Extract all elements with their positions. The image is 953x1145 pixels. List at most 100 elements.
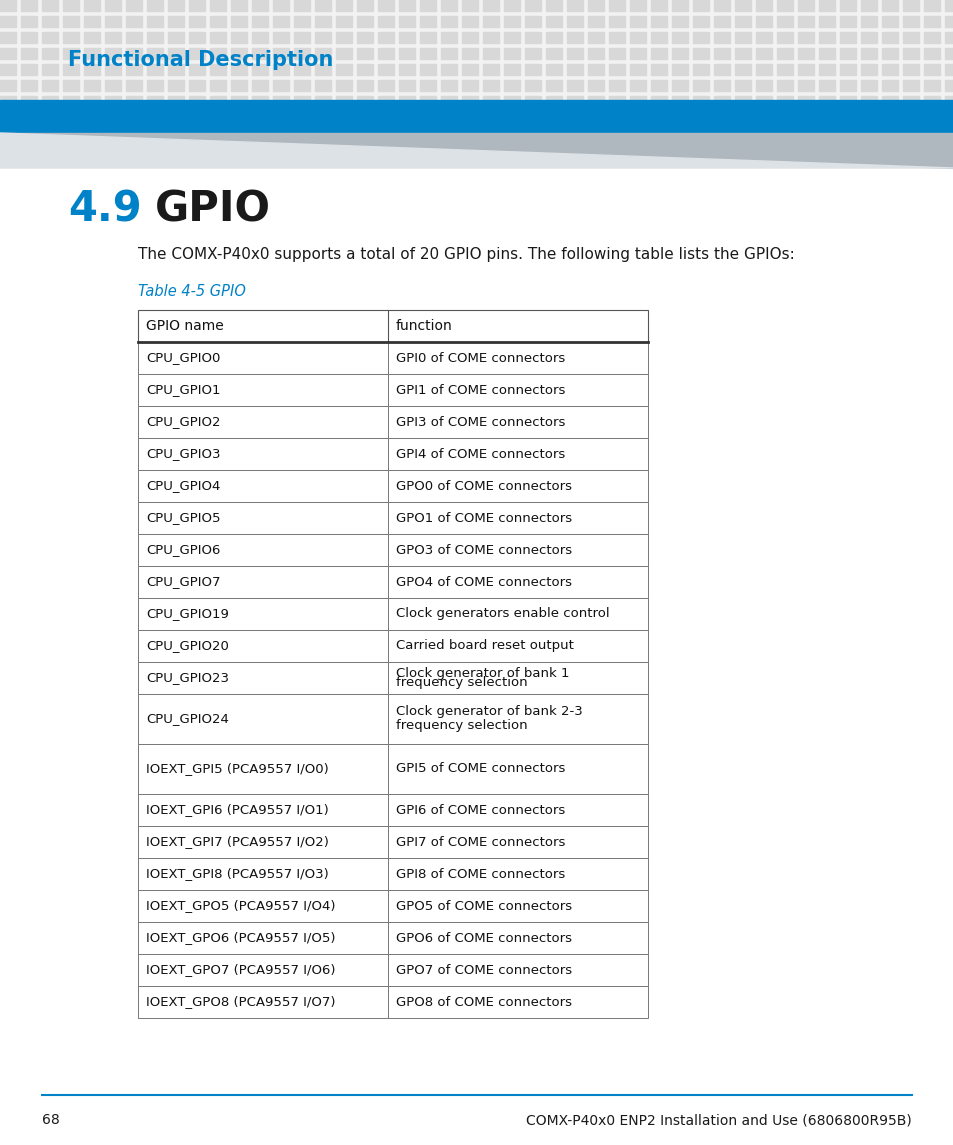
Bar [419, 96, 436, 106]
Bar [566, 16, 582, 27]
Bar [440, 144, 456, 155]
Text: CPU_GPIO7: CPU_GPIO7 [146, 576, 220, 589]
Bar [882, 112, 897, 123]
Bar [692, 0, 708, 11]
Text: GPI1 of COME connectors: GPI1 of COME connectors [395, 384, 565, 396]
Bar [0, 112, 16, 123]
Bar [63, 128, 79, 139]
Bar [0, 0, 953, 131]
Bar [566, 144, 582, 155]
Bar [21, 16, 37, 27]
Bar [755, 0, 771, 11]
Bar [629, 64, 645, 76]
Bar [734, 64, 750, 76]
Text: IOEXT_GPO5 (PCA9557 I/O4): IOEXT_GPO5 (PCA9557 I/O4) [146, 900, 335, 913]
Bar [168, 144, 184, 155]
Bar [138, 694, 647, 744]
Bar [650, 128, 666, 139]
Bar [882, 96, 897, 106]
Bar [398, 128, 415, 139]
Bar [755, 96, 771, 106]
Bar [231, 64, 247, 76]
Bar [210, 96, 226, 106]
Bar [587, 80, 603, 90]
Text: CPU_GPIO4: CPU_GPIO4 [146, 480, 220, 492]
Bar [861, 128, 876, 139]
Bar [105, 80, 121, 90]
Bar [902, 96, 918, 106]
Text: CPU_GPIO5: CPU_GPIO5 [146, 512, 220, 524]
Bar [776, 16, 792, 27]
Bar [776, 0, 792, 11]
Bar [42, 16, 58, 27]
Bar [398, 112, 415, 123]
Bar [524, 144, 540, 155]
Bar [273, 144, 289, 155]
Bar [356, 96, 373, 106]
Bar [503, 144, 519, 155]
Bar [168, 96, 184, 106]
Bar [902, 64, 918, 76]
Bar [138, 534, 647, 566]
Bar [398, 80, 415, 90]
Bar [63, 48, 79, 60]
Bar [21, 144, 37, 155]
Bar [335, 64, 352, 76]
Bar [147, 32, 163, 44]
Bar [314, 112, 331, 123]
Bar [377, 128, 394, 139]
Bar [84, 48, 100, 60]
Bar [138, 439, 647, 469]
Text: Functional Description: Functional Description [68, 50, 333, 70]
Bar [138, 986, 647, 1018]
Text: CPU_GPIO23: CPU_GPIO23 [146, 671, 229, 685]
Bar [168, 80, 184, 90]
Bar [629, 144, 645, 155]
Bar [189, 128, 205, 139]
Bar [126, 64, 142, 76]
Bar [398, 0, 415, 11]
Bar [252, 64, 268, 76]
Bar [923, 16, 939, 27]
Text: 68: 68 [42, 1113, 60, 1127]
Bar [902, 32, 918, 44]
Bar [545, 32, 561, 44]
Bar [797, 96, 813, 106]
Bar [671, 64, 687, 76]
Bar [168, 112, 184, 123]
Bar [377, 48, 394, 60]
Bar [419, 128, 436, 139]
Bar [168, 64, 184, 76]
Bar [797, 80, 813, 90]
Bar [797, 112, 813, 123]
Bar [524, 96, 540, 106]
Bar [189, 80, 205, 90]
Bar [42, 80, 58, 90]
Bar [377, 0, 394, 11]
Bar [797, 144, 813, 155]
Bar [63, 0, 79, 11]
Bar [63, 96, 79, 106]
Bar [231, 128, 247, 139]
Bar [608, 64, 624, 76]
Bar [671, 144, 687, 155]
Bar [138, 342, 647, 374]
Bar [734, 144, 750, 155]
Bar [923, 32, 939, 44]
Text: Clock generator of bank 1: Clock generator of bank 1 [395, 668, 569, 680]
Bar [21, 80, 37, 90]
Bar [840, 144, 855, 155]
Bar [944, 128, 953, 139]
Bar [734, 0, 750, 11]
Bar [524, 0, 540, 11]
Bar [294, 112, 310, 123]
Bar [210, 112, 226, 123]
Bar [377, 32, 394, 44]
Bar [63, 80, 79, 90]
Bar [252, 80, 268, 90]
Bar [147, 48, 163, 60]
Bar [797, 128, 813, 139]
Bar [231, 96, 247, 106]
Bar [42, 64, 58, 76]
Bar [138, 954, 647, 986]
